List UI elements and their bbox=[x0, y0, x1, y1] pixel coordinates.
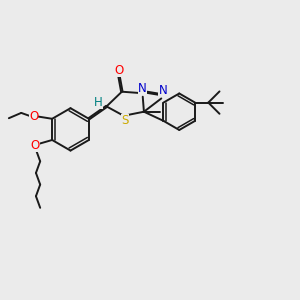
Text: O: O bbox=[30, 139, 40, 152]
Text: H: H bbox=[94, 96, 103, 110]
Text: N: N bbox=[158, 84, 167, 97]
Text: N: N bbox=[138, 82, 147, 95]
Text: O: O bbox=[29, 110, 38, 123]
Text: S: S bbox=[122, 114, 129, 127]
Text: O: O bbox=[115, 64, 124, 77]
